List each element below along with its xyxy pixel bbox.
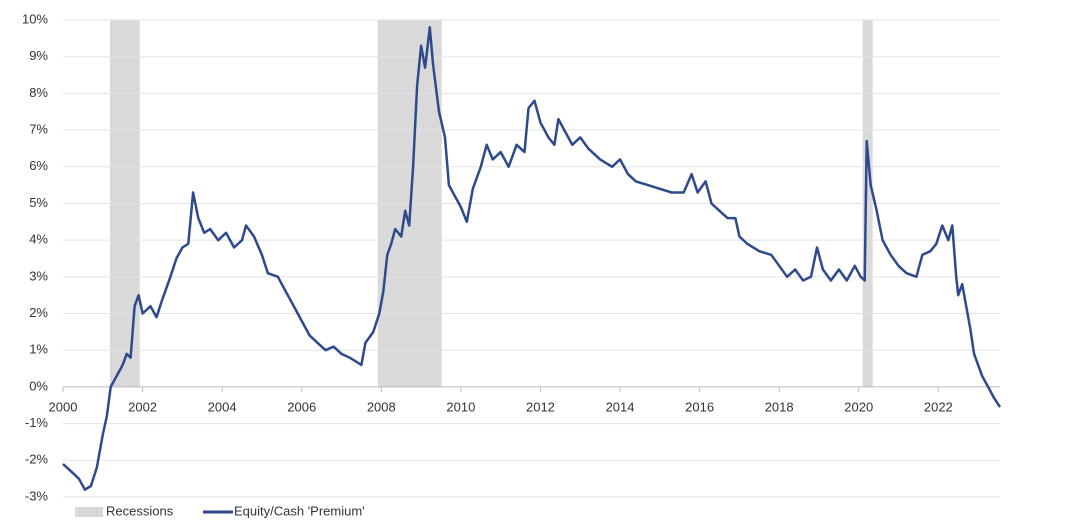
y-tick-label: 3% [29,268,48,283]
x-tick-label: 2000 [49,399,78,414]
y-tick-label: 6% [29,158,48,173]
x-tick-label: 2016 [685,399,714,414]
y-tick-label: 0% [29,378,48,393]
y-tick-label: 9% [29,48,48,63]
x-tick-label: 2004 [208,399,237,414]
x-tick-label: 2002 [128,399,157,414]
x-tick-label: 2018 [765,399,794,414]
data-line [62,26,1002,491]
x-tick-label: 2014 [606,399,635,414]
x-tick-label: 2010 [446,399,475,414]
y-tick-label: 1% [29,342,48,357]
x-tick-label: 2022 [924,399,953,414]
y-tick-label: -1% [25,415,49,430]
y-tick-label: 7% [29,122,48,137]
y-tick-label: 10% [22,11,48,26]
y-tick-label: 2% [29,305,48,320]
x-tick-label: 2008 [367,399,396,414]
y-tick-label: 8% [29,85,48,100]
legend-label: Recessions [106,503,174,518]
legend-swatch [75,507,103,517]
x-tick-label: 2006 [287,399,316,414]
y-tick-label: -2% [25,452,49,467]
y-tick-label: -3% [25,488,49,503]
y-tick-label: 4% [29,232,48,247]
x-tick-label: 2012 [526,399,555,414]
y-tick-label: 5% [29,195,48,210]
x-tick-label: 2020 [844,399,873,414]
legend-label: Equity/Cash 'Premium' [234,503,365,518]
